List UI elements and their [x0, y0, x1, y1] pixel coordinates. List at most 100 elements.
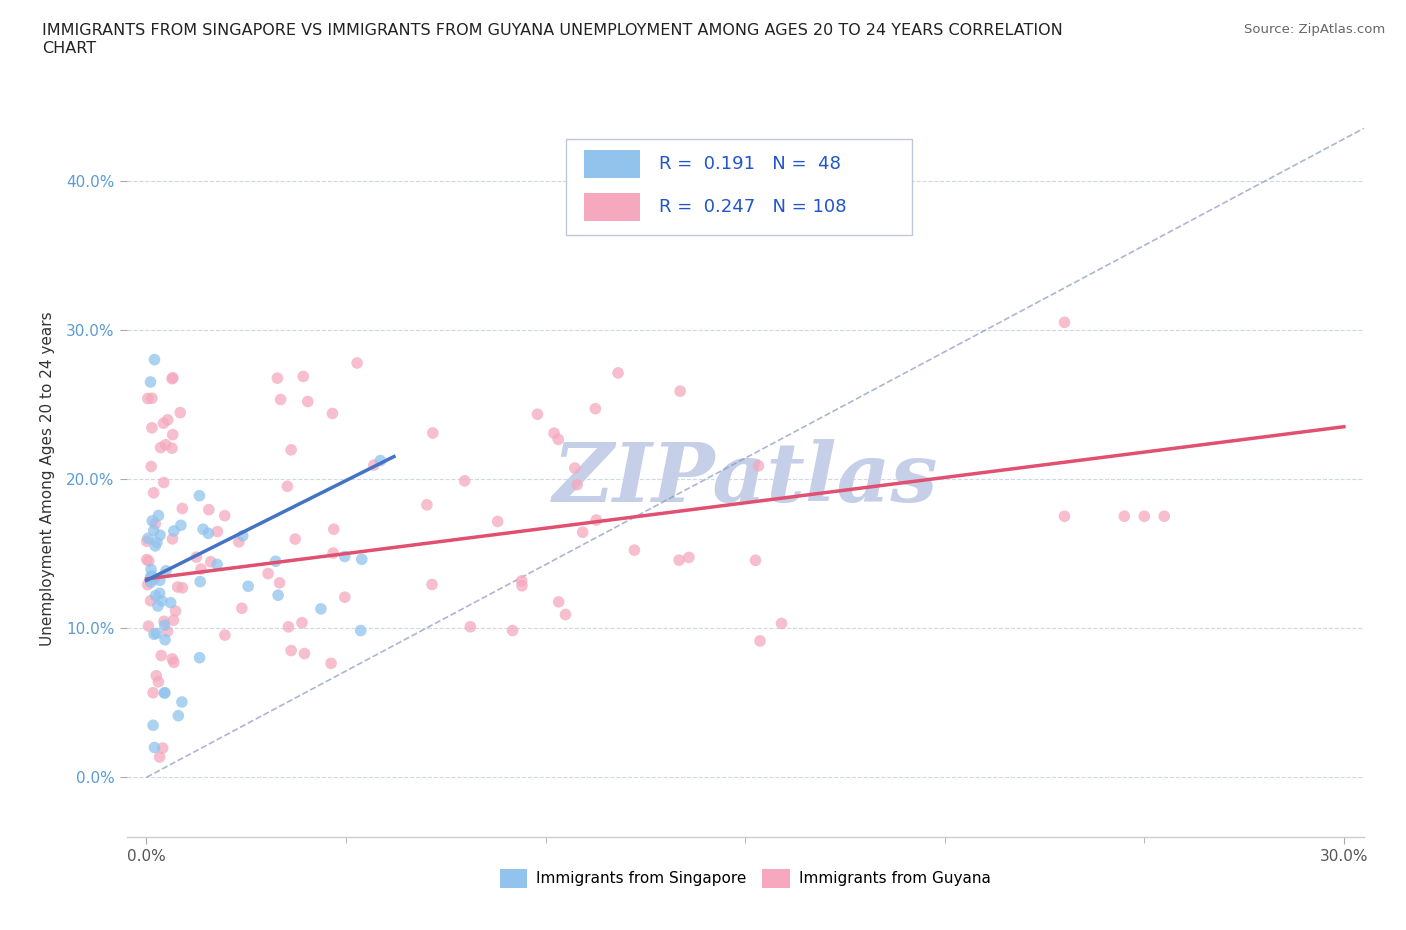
Point: [142, 485, 165, 500]
Point: [172, 580, 194, 595]
Point: [322, 546, 344, 561]
Point: [141, 568, 163, 583]
Point: [149, 586, 172, 601]
Point: [190, 562, 212, 577]
Point: [207, 525, 229, 539]
Point: [526, 406, 548, 421]
Point: [502, 623, 524, 638]
Point: [363, 458, 385, 472]
Point: [228, 535, 250, 550]
Point: [141, 420, 163, 435]
Point: [141, 459, 163, 474]
Point: [266, 371, 288, 386]
Y-axis label: Unemployment Among Ages 20 to 24 years: Unemployment Among Ages 20 to 24 years: [41, 312, 55, 646]
Point: [749, 633, 772, 648]
Point: [319, 656, 342, 671]
Point: [149, 440, 172, 455]
Point: [486, 514, 509, 529]
Point: [669, 384, 692, 399]
Point: [152, 475, 174, 490]
Point: [188, 574, 211, 589]
Point: [554, 607, 576, 622]
Point: [138, 618, 160, 633]
Point: [169, 405, 191, 420]
Point: [139, 562, 162, 577]
Point: [200, 554, 222, 569]
Point: [1153, 509, 1175, 524]
Point: [136, 531, 159, 546]
Bar: [585, 193, 640, 221]
Text: IMMIGRANTS FROM SINGAPORE VS IMMIGRANTS FROM GUYANA UNEMPLOYMENT AMONG AGES 20 T: IMMIGRANTS FROM SINGAPORE VS IMMIGRANTS …: [42, 23, 1063, 56]
Point: [567, 477, 589, 492]
Point: [139, 375, 162, 390]
Point: [148, 508, 170, 523]
Point: [135, 534, 157, 549]
Point: [167, 709, 190, 724]
Point: [143, 516, 166, 531]
Point: [191, 522, 214, 537]
Point: [238, 578, 260, 593]
Point: [155, 564, 177, 578]
Point: [668, 552, 690, 567]
Point: [277, 619, 299, 634]
Point: [145, 669, 167, 684]
Point: [152, 416, 174, 431]
Point: [162, 651, 184, 666]
Point: [1053, 509, 1076, 524]
Point: [232, 528, 254, 543]
Point: [292, 369, 315, 384]
Point: [139, 570, 162, 585]
Point: [321, 406, 343, 421]
Point: [420, 577, 443, 591]
Point: [571, 525, 593, 539]
Text: R =  0.191   N =  48: R = 0.191 N = 48: [658, 155, 841, 173]
Point: [139, 593, 162, 608]
Point: [583, 401, 606, 416]
Point: [264, 554, 287, 569]
Point: [270, 392, 292, 407]
Point: [145, 588, 167, 603]
Point: [146, 535, 169, 550]
Point: [170, 695, 193, 710]
Point: [198, 502, 221, 517]
Point: [623, 543, 645, 558]
Point: [142, 685, 165, 700]
Point: [294, 646, 316, 661]
Point: [149, 573, 172, 588]
Point: [205, 557, 228, 572]
Point: [150, 593, 173, 608]
Point: [142, 572, 165, 587]
Point: [333, 590, 356, 604]
Point: [165, 604, 187, 618]
Point: [547, 432, 569, 446]
Point: [678, 550, 700, 565]
Point: [269, 576, 291, 591]
Point: [156, 624, 179, 639]
Point: [454, 473, 477, 488]
Point: [141, 513, 163, 528]
Point: [150, 648, 173, 663]
Point: [297, 394, 319, 409]
Point: [162, 370, 184, 385]
Point: [163, 524, 186, 538]
Point: [543, 426, 565, 441]
Point: [350, 623, 373, 638]
Point: [149, 527, 172, 542]
Point: [162, 613, 184, 628]
Point: [284, 532, 307, 547]
Point: [770, 616, 793, 631]
Point: [148, 674, 170, 689]
Point: [143, 538, 166, 553]
Point: [149, 750, 172, 764]
Point: [510, 574, 533, 589]
Point: [146, 599, 169, 614]
Point: [547, 594, 569, 609]
Point: [276, 479, 298, 494]
Point: [188, 488, 211, 503]
Point: [186, 550, 208, 565]
Point: [214, 628, 236, 643]
Bar: [585, 150, 640, 179]
Point: [136, 578, 159, 592]
Legend: Immigrants from Singapore, Immigrants from Guyana: Immigrants from Singapore, Immigrants fr…: [494, 863, 997, 894]
Point: [153, 632, 176, 647]
